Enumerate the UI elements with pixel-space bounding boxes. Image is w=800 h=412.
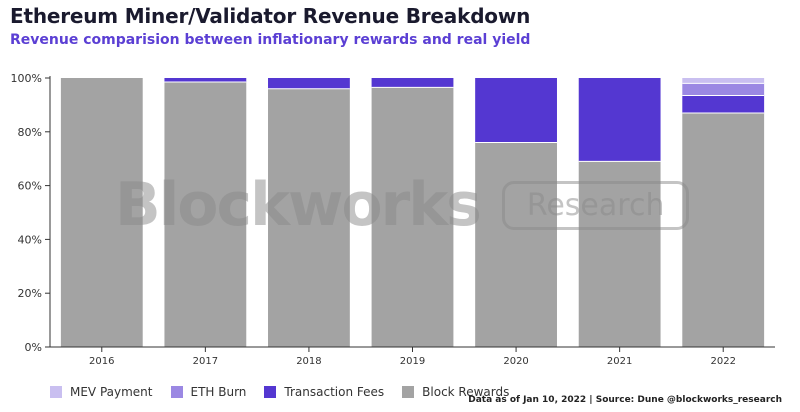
bar-segment-block-rewards	[164, 82, 247, 347]
legend-label: ETH Burn	[190, 385, 247, 399]
y-tick-label: 40%	[18, 233, 42, 246]
bar-segment-mev-payment	[682, 78, 765, 84]
bar-segment-block-rewards	[682, 112, 765, 347]
bar-segment-transaction-fees	[164, 78, 247, 83]
x-tick-label: 2016	[89, 356, 114, 367]
y-tick-label: 80%	[18, 126, 42, 139]
bar-segment-transaction-fees	[682, 95, 765, 113]
legend-swatch	[170, 386, 183, 398]
y-tick-label: 60%	[18, 180, 42, 193]
y-tick-label: 20%	[18, 287, 42, 300]
legend-label: Block Rewards	[422, 385, 510, 399]
chart-legend: MEV Payment ETH Burn Transaction Fees Block…	[50, 385, 509, 399]
x-tick-label: 2018	[296, 356, 321, 367]
legend-swatch	[50, 386, 62, 398]
legend-label: Transaction Fees	[284, 385, 385, 399]
bar-segment-block-rewards	[268, 88, 350, 347]
bar-segment-eth-burn	[682, 83, 765, 96]
y-tick-label: 0%	[25, 341, 42, 354]
legend-item-eth-burn: ETH Burn	[170, 385, 247, 399]
chart-title: Ethereum Miner/Validator Revenue Breakdo…	[10, 4, 531, 28]
legend-item-transaction-fees: Transaction Fees	[264, 385, 384, 399]
bar-segment-block-rewards	[578, 161, 661, 347]
x-tick-label: 2017	[193, 356, 218, 367]
legend-swatch	[264, 386, 277, 398]
legend-item-mev-payment: MEV Payment	[50, 385, 153, 399]
bar-segment-block-rewards	[60, 78, 143, 347]
bar-segment-transaction-fees	[268, 78, 350, 89]
x-tick-label: 2022	[710, 356, 735, 367]
bar-segment-block-rewards	[371, 87, 454, 347]
y-tick-label: 100%	[11, 72, 42, 85]
legend-item-block-rewards: Block Rewards	[402, 385, 509, 399]
bar-segment-transaction-fees	[475, 78, 557, 143]
bar-segment-transaction-fees	[371, 78, 454, 88]
chart-subtitle: Revenue comparision between inflationary…	[10, 32, 531, 48]
legend-swatch	[402, 386, 415, 398]
x-tick-label: 2020	[503, 356, 528, 367]
bar-segment-block-rewards	[475, 142, 557, 347]
source-note: Data as of Jan 10, 2022 | Source: Dune @…	[468, 395, 782, 405]
x-tick-label: 2019	[400, 356, 425, 367]
x-tick-label: 2021	[607, 356, 632, 367]
legend-label: MEV Payment	[70, 385, 153, 399]
bar-segment-transaction-fees	[578, 78, 661, 162]
